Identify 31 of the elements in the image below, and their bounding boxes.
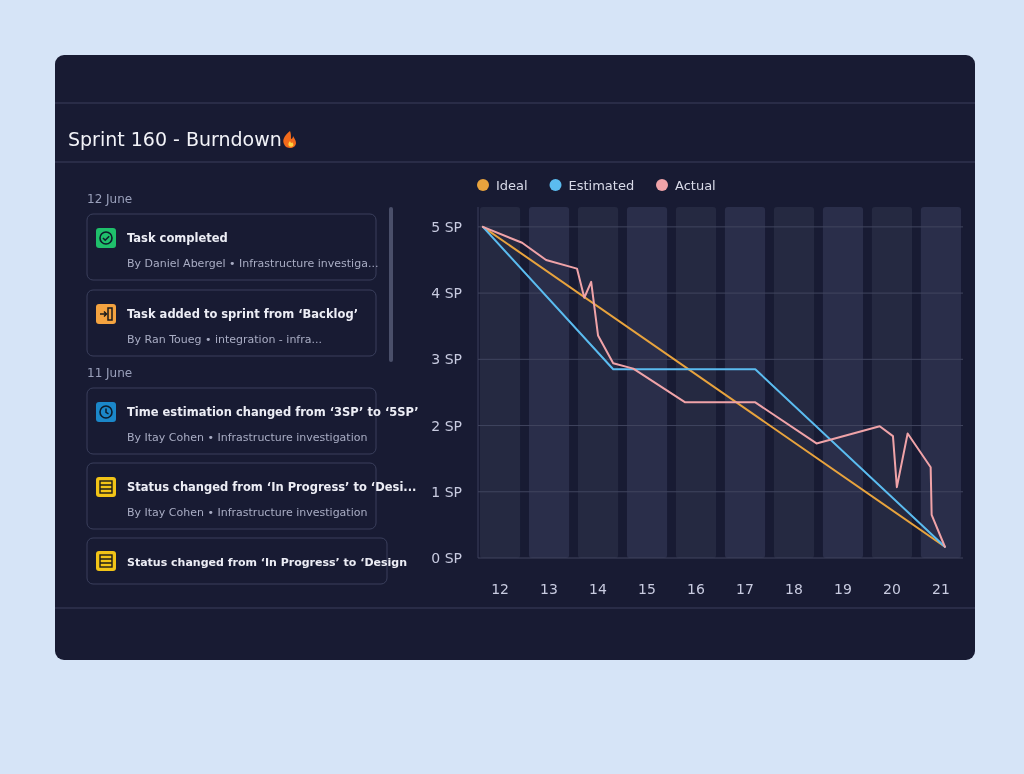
x-tick-label: 16 <box>687 581 705 597</box>
x-tick-label: 18 <box>785 581 803 597</box>
text: By Daniel Abergel • Infrastructure investiga... <box>127 257 379 270</box>
y-tick-label: 2 SP <box>431 417 462 434</box>
text: By Itay Cohen • Infrastructure investigation <box>127 431 368 444</box>
x-tick-label: 19 <box>834 581 852 597</box>
text: Sprint 160 - Burndown <box>68 128 282 150</box>
text: Status changed from ‘In Progress’ to ‘Design <box>127 556 408 569</box>
x-tick-label: 13 <box>540 581 558 597</box>
legend-label: Ideal <box>496 178 528 193</box>
y-tick-label: 3 SP <box>431 351 462 368</box>
text: 11 June <box>87 366 133 380</box>
y-tick-label: 4 SP <box>431 285 462 302</box>
text: 12 June <box>87 192 133 206</box>
x-tick-label: 20 <box>883 581 901 597</box>
text: By Ran Toueg • integration - infra... <box>127 333 322 346</box>
x-tick-label: 17 <box>736 581 754 597</box>
legend-label: Estimated <box>568 178 635 193</box>
x-tick-label: 15 <box>638 581 656 597</box>
x-tick-label: 12 <box>491 581 509 597</box>
y-tick-label: 1 SP <box>431 483 462 500</box>
x-tick-label: 14 <box>589 581 608 597</box>
text: Status changed from ‘In Progress’ to ‘Desi... <box>127 480 417 494</box>
y-tick-label: 5 SP <box>431 218 462 235</box>
text: By Itay Cohen • Infrastructure investigation <box>127 506 368 519</box>
x-tick-label: 21 <box>932 581 950 597</box>
legend-label: Actual <box>675 178 716 193</box>
text: Task added to sprint from ‘Backlog’ <box>127 307 359 321</box>
text: Time estimation changed from ‘3SP’ to ‘5SP’ <box>127 405 419 419</box>
text: Task completed <box>127 231 228 245</box>
y-tick-label: 0 SP <box>431 550 462 566</box>
